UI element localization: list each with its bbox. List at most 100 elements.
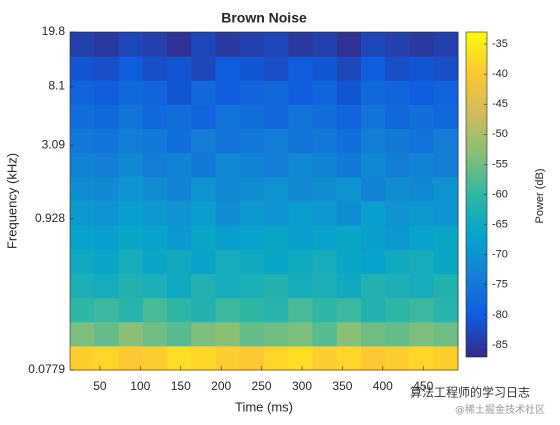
heatmap-cell	[167, 249, 192, 274]
heatmap-cell	[94, 176, 119, 202]
heatmap-cell	[239, 201, 265, 226]
heatmap-cell	[385, 56, 410, 81]
plot-frame	[69, 31, 459, 371]
heatmap-cell	[264, 297, 289, 323]
heatmap-cell	[288, 152, 313, 178]
heatmap-cell	[264, 321, 289, 347]
heatmap-cell	[215, 32, 241, 57]
heatmap-cell	[288, 80, 313, 105]
heatmap-cell	[361, 345, 386, 371]
heatmap-cell	[118, 128, 144, 154]
heatmap-cell	[70, 104, 95, 130]
heatmap-cell	[361, 56, 386, 81]
heatmap-cell	[409, 56, 435, 81]
heatmap-cell	[312, 273, 338, 299]
heatmap-cell	[215, 152, 241, 178]
heatmap-cell	[142, 80, 168, 105]
colorbar-tick-label: -45	[492, 98, 508, 110]
heatmap-cell	[385, 104, 410, 130]
heatmap-cell	[94, 201, 119, 226]
heatmap-cell	[239, 345, 265, 371]
heatmap-cell	[215, 201, 241, 226]
heatmap-cell	[264, 128, 289, 154]
heatmap-cell	[288, 104, 313, 130]
heatmap-cell	[336, 32, 362, 57]
heatmap-cell	[409, 201, 435, 226]
heatmap-cell	[433, 297, 459, 323]
heatmap-cell	[312, 104, 338, 130]
chart-title: Brown Noise	[221, 10, 307, 26]
heatmap-cell	[288, 249, 313, 274]
heatmap-cell	[118, 201, 144, 226]
heatmap-cell	[409, 128, 435, 154]
colorbar-tick-label: -80	[492, 309, 508, 321]
heatmap-cell	[118, 225, 144, 250]
heatmap-cell	[385, 321, 410, 347]
x-tick-label: 300	[292, 379, 312, 393]
heatmap-cell	[433, 225, 459, 250]
heatmap-cell	[118, 56, 144, 81]
heatmap-cell	[264, 225, 289, 250]
heatmap-cell	[142, 176, 168, 202]
y-axis-label: Frequency (kHz)	[4, 153, 19, 249]
heatmap-cell	[191, 345, 216, 371]
heatmap-cell	[361, 152, 386, 178]
heatmap-cell	[70, 56, 95, 81]
heatmap-cell	[239, 225, 265, 250]
heatmap-cell	[336, 201, 362, 226]
heatmap-cell	[264, 273, 289, 299]
heatmap-cell	[385, 32, 410, 57]
heatmap-cell	[288, 225, 313, 250]
heatmap-cell	[385, 201, 410, 226]
heatmap-cell	[94, 225, 119, 250]
heatmap-cell	[288, 345, 313, 371]
heatmap-cell	[70, 128, 95, 154]
y-tick-label: 3.09	[42, 138, 66, 152]
x-tick-label: 100	[130, 379, 150, 393]
heatmap-cell	[215, 297, 241, 323]
heatmap-cell	[288, 321, 313, 347]
heatmap-cell	[167, 273, 192, 299]
heatmap-cell	[118, 176, 144, 202]
heatmap-cell	[433, 201, 459, 226]
heatmap-cell	[312, 32, 338, 57]
heatmap-cell	[70, 225, 95, 250]
heatmap-cell	[239, 297, 265, 323]
heatmap-cell	[264, 176, 289, 202]
heatmap-cell	[288, 176, 313, 202]
colorbar-tick-label: -40	[492, 68, 508, 80]
heatmap-cell	[361, 80, 386, 105]
heatmap-cell	[118, 321, 144, 347]
heatmap-cell	[191, 249, 216, 274]
heatmap-cell	[215, 56, 241, 81]
heatmap-cell	[118, 345, 144, 371]
colorbar-label: Power (dB)	[534, 168, 546, 223]
heatmap-cell	[312, 201, 338, 226]
heatmap-cell	[191, 80, 216, 105]
heatmap-cell	[70, 176, 95, 202]
heatmap-cell	[215, 273, 241, 299]
heatmap-cell	[167, 128, 192, 154]
x-tick-label: 450	[413, 379, 433, 393]
heatmap-cell	[288, 297, 313, 323]
x-tick-label: 50	[93, 379, 107, 393]
heatmap-cell	[312, 176, 338, 202]
watermark: 算法工程师的学习日志	[410, 385, 530, 400]
heatmap-cell	[433, 32, 459, 57]
heatmap-cell	[239, 176, 265, 202]
heatmap-cell	[70, 32, 95, 57]
heatmap-cell	[336, 128, 362, 154]
heatmap-cell	[118, 297, 144, 323]
heatmap-cell	[142, 152, 168, 178]
heatmap-cell	[288, 201, 313, 226]
heatmap-cell	[361, 176, 386, 202]
heatmap-cell	[288, 273, 313, 299]
x-tick-label: 250	[252, 379, 272, 393]
heatmap-cell	[239, 249, 265, 274]
heatmap-cell	[433, 56, 459, 81]
heatmap-cell	[264, 104, 289, 130]
heatmap-cell	[312, 321, 338, 347]
heatmap-cell	[433, 104, 459, 130]
heatmap-cell	[167, 176, 192, 202]
colorbar	[465, 31, 488, 358]
